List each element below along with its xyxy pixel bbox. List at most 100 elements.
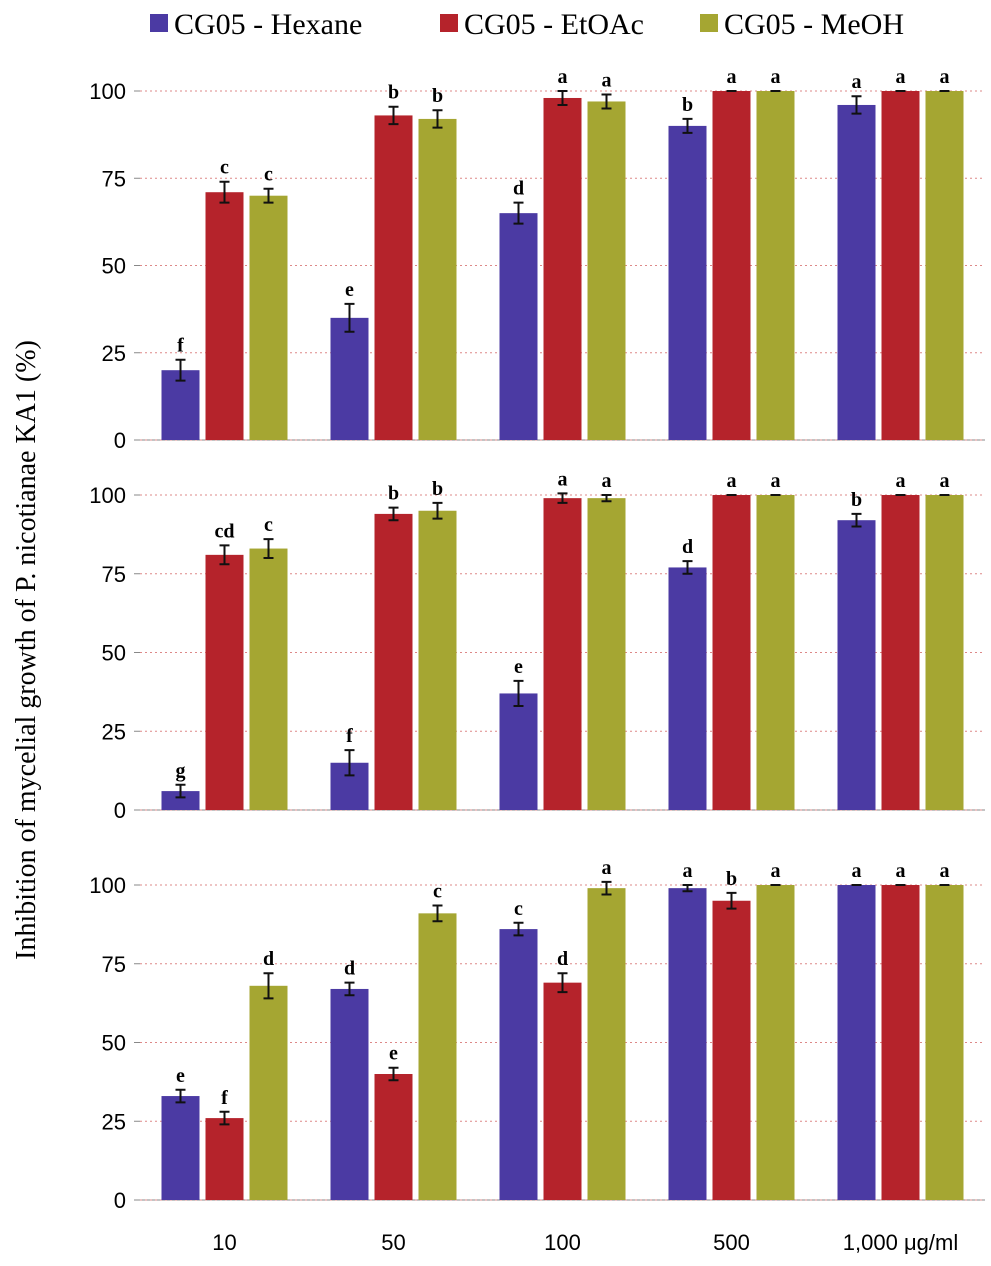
significance-letter: e [176,1065,185,1087]
y-axis-label: Inhibition of mycelial growth of P. nico… [11,340,42,960]
bar [419,119,457,440]
x-tick-label: 1,000 μg/ml [843,1230,958,1255]
significance-letter: a [558,66,568,88]
bar [926,495,964,810]
bar [419,913,457,1200]
x-tick-label: 10 [212,1230,236,1255]
bar [882,495,920,810]
bar [669,888,707,1200]
significance-letter: a [727,66,737,88]
significance-letter: b [851,489,862,511]
y-tick-label: 0 [114,428,126,453]
significance-letter: g [176,760,186,782]
legend-swatch [440,14,458,32]
significance-letter: a [602,857,612,879]
bar [162,1096,200,1200]
bar [250,549,288,810]
significance-letter: b [682,94,693,116]
significance-letter: f [177,335,184,357]
significance-letter: cd [215,520,235,542]
x-tick-label: 100 [544,1230,581,1255]
x-tick-label: 50 [381,1230,405,1255]
bar [926,91,964,440]
y-tick-label: 100 [89,79,126,104]
bar [206,555,244,810]
significance-letter: a [940,66,950,88]
bar [544,498,582,810]
significance-letter: d [344,958,355,980]
significance-letter: d [513,178,524,200]
legend-swatch [700,14,718,32]
y-tick-label: 75 [102,562,126,587]
significance-letter: b [388,82,399,104]
bar [500,929,538,1200]
x-tick-label: 500 [713,1230,750,1255]
bar [544,98,582,440]
significance-letter: c [264,164,273,186]
y-tick-label: 50 [102,254,126,279]
significance-letter: a [558,468,568,490]
significance-letter: e [389,1043,398,1065]
bar [331,989,369,1200]
bar [882,885,920,1200]
bar [713,91,751,440]
legend-swatch [150,14,168,32]
significance-letter: d [682,536,693,558]
bar [838,520,876,810]
bar [500,693,538,810]
significance-letter: d [557,948,568,970]
significance-letter: e [514,656,523,678]
significance-letter: f [346,725,353,747]
y-tick-label: 0 [114,1188,126,1213]
bar [500,213,538,440]
y-tick-label: 75 [102,166,126,191]
significance-letter: a [727,470,737,492]
bar [669,567,707,810]
bar [375,514,413,810]
significance-letter: b [726,868,737,890]
significance-letter: a [940,860,950,882]
y-tick-label: 25 [102,1109,126,1134]
significance-letter: c [433,880,442,902]
chart: Inhibition of mycelial growth of P. nico… [0,0,991,1266]
y-tick-label: 25 [102,341,126,366]
significance-letter: a [771,66,781,88]
bar [250,196,288,440]
bar [669,126,707,440]
significance-letter: a [683,860,693,882]
y-tick-label: 100 [89,873,126,898]
bar [419,511,457,810]
significance-letter: a [896,66,906,88]
bar [250,986,288,1200]
significance-letter: a [896,860,906,882]
bar [588,101,626,440]
bar [926,885,964,1200]
significance-letter: f [221,1087,228,1109]
bar [882,91,920,440]
y-tick-label: 0 [114,798,126,823]
bar [757,495,795,810]
significance-letter: a [852,71,862,93]
significance-letter: c [514,898,523,920]
significance-letter: a [852,860,862,882]
bar [588,888,626,1200]
legend-label: CG05 - Hexane [174,8,362,41]
significance-letter: b [388,483,399,505]
significance-letter: c [220,157,229,179]
bar [206,192,244,440]
legend-label: CG05 - MeOH [724,8,904,41]
y-tick-label: 50 [102,641,126,666]
y-tick-label: 100 [89,483,126,508]
bar [331,318,369,440]
significance-letter: d [263,948,274,970]
legend-label: CG05 - EtOAc [464,8,644,41]
bar [544,983,582,1200]
bar [757,91,795,440]
bar [375,1074,413,1200]
y-tick-label: 50 [102,1031,126,1056]
significance-letter: a [602,470,612,492]
significance-letter: a [896,470,906,492]
bar [838,885,876,1200]
significance-letter: a [602,69,612,91]
bar [375,115,413,440]
